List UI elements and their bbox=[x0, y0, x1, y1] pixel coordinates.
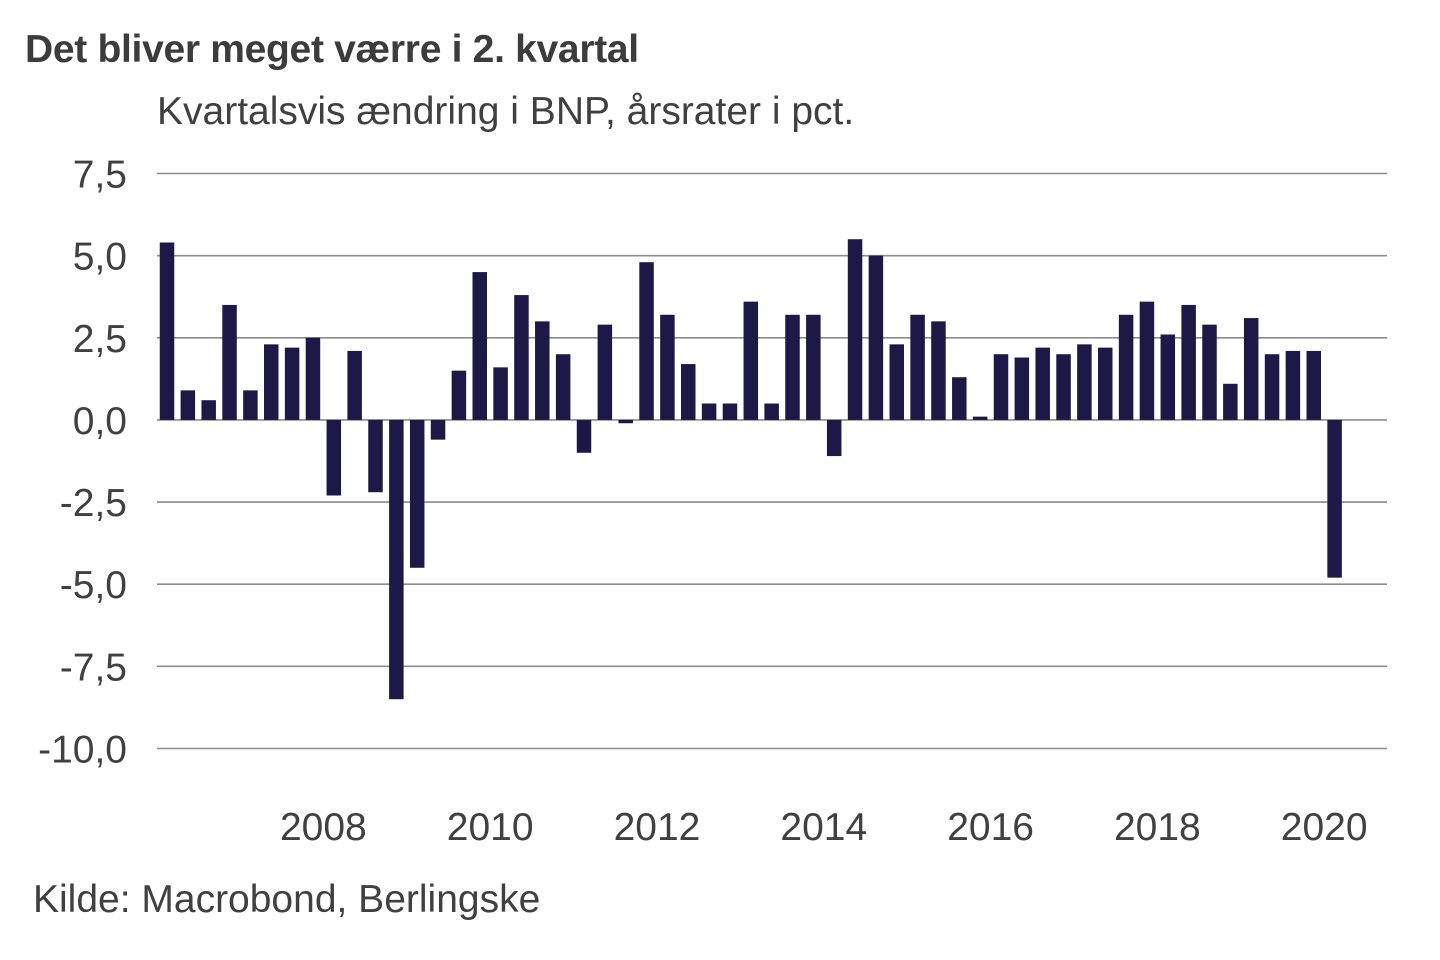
bar-2020Q2 bbox=[1327, 419, 1342, 578]
bar-2015Q4 bbox=[952, 377, 967, 420]
bar-2008Q1 bbox=[305, 337, 321, 420]
bar-2011Q4 bbox=[618, 419, 633, 424]
bar-2015Q1 bbox=[889, 344, 904, 420]
bar-2008Q2 bbox=[326, 419, 342, 496]
bar-2018Q2 bbox=[1160, 334, 1176, 420]
bar-2019Q3 bbox=[1264, 354, 1280, 420]
bar-2009Q4 bbox=[451, 370, 467, 420]
bar-2012Q4 bbox=[701, 403, 717, 420]
bar-2017Q4 bbox=[1118, 314, 1134, 420]
bar-2008Q3 bbox=[347, 350, 362, 420]
bar-2011Q3 bbox=[597, 324, 613, 420]
x-tick-label: 2014 bbox=[780, 806, 867, 849]
y-axis: 7,5 5,0 2,5 0,0 -2,5 -5,0 -7,5 -10,0 bbox=[38, 154, 127, 772]
y-tick-label: 7,5 bbox=[73, 154, 127, 197]
bar-2006Q4 bbox=[201, 400, 216, 420]
bar-2014Q2 bbox=[826, 419, 842, 457]
y-tick-label: 0,0 bbox=[73, 400, 127, 443]
gridlines bbox=[157, 172, 1387, 750]
bar-2016Q2 bbox=[993, 354, 1009, 420]
bar-2007Q2 bbox=[243, 390, 258, 420]
bar-2010Q3 bbox=[514, 295, 529, 420]
bar-2017Q3 bbox=[1098, 347, 1113, 420]
bar-2009Q3 bbox=[430, 419, 446, 440]
bar-2016Q1 bbox=[972, 416, 988, 420]
y-tick-label: -2,5 bbox=[60, 482, 127, 525]
x-tick-label: 2008 bbox=[280, 806, 367, 849]
bar-2018Q1 bbox=[1139, 301, 1155, 420]
bars bbox=[159, 239, 1342, 700]
bar-2006Q3 bbox=[180, 390, 196, 420]
bar-2013Q1 bbox=[722, 403, 738, 420]
bar-2010Q1 bbox=[472, 272, 487, 420]
y-tick-label: -10,0 bbox=[38, 729, 127, 772]
bar-2011Q1 bbox=[555, 354, 571, 420]
bar-2009Q1 bbox=[389, 419, 404, 700]
chart-subtitle: Kvartalsvis ændring i BNP, årsrater i pc… bbox=[157, 90, 855, 133]
x-tick-label: 2018 bbox=[1114, 806, 1201, 849]
bar-2014Q3 bbox=[847, 239, 863, 420]
y-tick-label: -7,5 bbox=[60, 646, 127, 689]
bar-2012Q2 bbox=[660, 314, 675, 420]
bar-2017Q1 bbox=[1056, 354, 1071, 420]
y-tick-label: -5,0 bbox=[60, 564, 127, 607]
bar-2019Q2 bbox=[1243, 318, 1259, 420]
bar-2007Q4 bbox=[284, 347, 300, 420]
bar-2010Q2 bbox=[493, 367, 508, 420]
x-axis: 2008 2010 2012 2014 2016 2018 2020 bbox=[280, 806, 1368, 849]
chart-source: Kilde: Macrobond, Berlingske bbox=[33, 878, 541, 921]
bar-2017Q2 bbox=[1077, 344, 1092, 420]
y-tick-label: 5,0 bbox=[73, 236, 127, 279]
bar-2011Q2 bbox=[576, 419, 592, 453]
bar-2018Q3 bbox=[1181, 304, 1196, 420]
bar-2012Q3 bbox=[681, 364, 696, 420]
x-tick-label: 2020 bbox=[1281, 806, 1368, 849]
bar-2013Q2 bbox=[743, 301, 759, 420]
bar-2014Q4 bbox=[868, 255, 884, 420]
chart-title: Det bliver meget værre i 2. kvartal bbox=[25, 28, 639, 71]
x-tick-label: 2012 bbox=[614, 806, 701, 849]
bar-2016Q4 bbox=[1035, 347, 1050, 420]
bar-2014Q1 bbox=[806, 314, 821, 420]
x-tick-label: 2010 bbox=[447, 806, 534, 849]
bar-2015Q3 bbox=[931, 321, 946, 420]
bar-2018Q4 bbox=[1202, 324, 1217, 420]
bar-2008Q4 bbox=[368, 419, 383, 493]
bar-2012Q1 bbox=[639, 262, 654, 420]
bar-2015Q2 bbox=[910, 314, 925, 420]
bar-2019Q4 bbox=[1285, 350, 1301, 420]
bar-2007Q1 bbox=[222, 304, 237, 420]
bar-2020Q1 bbox=[1306, 350, 1321, 420]
bar-2009Q2 bbox=[409, 419, 425, 568]
bar-2013Q3 bbox=[764, 403, 779, 420]
x-tick-label: 2016 bbox=[947, 806, 1034, 849]
bar-2013Q4 bbox=[785, 314, 800, 420]
bar-2019Q1 bbox=[1223, 383, 1238, 420]
y-tick-label: 2,5 bbox=[73, 318, 127, 361]
bar-2007Q3 bbox=[264, 344, 279, 420]
bar-2010Q4 bbox=[535, 321, 550, 420]
bar-2016Q3 bbox=[1014, 357, 1030, 420]
bar-2006Q2 bbox=[159, 242, 175, 420]
